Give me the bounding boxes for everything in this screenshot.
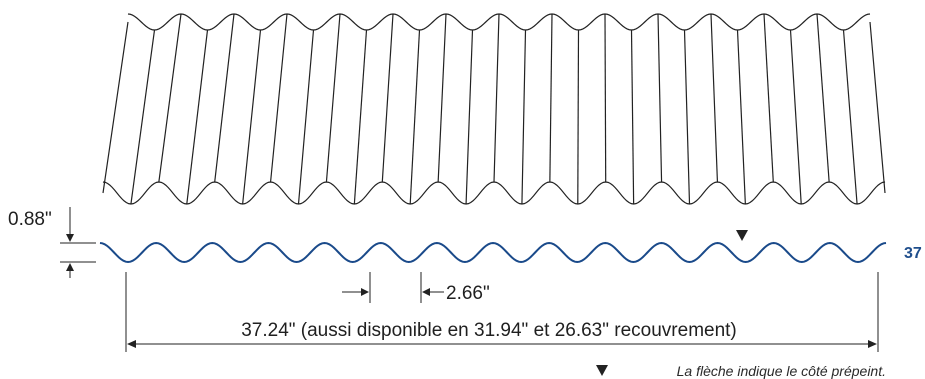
coverage-dimension <box>125 272 879 352</box>
sheet-ridge-line <box>325 13 341 183</box>
sheet-ridge-line <box>657 13 663 183</box>
sheet-ridge-line <box>630 29 635 205</box>
sheet-ridge-line <box>465 29 474 205</box>
sheet-ridge-line <box>158 13 182 183</box>
sheet-perspective <box>102 13 886 205</box>
sheet-ridge-line <box>842 29 858 205</box>
sheet-ridge-line <box>736 29 746 205</box>
profile-cross-section <box>99 241 887 264</box>
sheet-ridge-line <box>493 13 500 183</box>
sheet-ridge-line <box>242 29 262 205</box>
sheet-ridge-line <box>214 13 235 183</box>
sheet-ridge-line <box>683 29 691 205</box>
sheet-ridge-lines <box>130 13 858 205</box>
profile-number: 37 <box>904 245 922 262</box>
sheet-ridge-line <box>269 13 288 183</box>
height-dimension-label: 0.88" <box>8 209 52 230</box>
pitch-dimension <box>342 272 444 303</box>
height-dimension <box>60 207 96 278</box>
sheet-ridge-line <box>604 13 607 183</box>
sheet-ridge-line <box>437 13 447 183</box>
sheet-ridge-line <box>763 13 774 183</box>
sheet-left-edge <box>102 21 129 194</box>
sheet-ridge-line <box>186 29 209 205</box>
sheet-ridge-line <box>789 29 802 205</box>
sheet-ridge-line <box>710 13 719 183</box>
sheet-ridge-line <box>409 29 421 205</box>
sheet-ridge-line <box>130 29 156 205</box>
sheet-ridge-line <box>381 13 394 183</box>
sheet-ridge-line <box>816 13 830 183</box>
legend-triangle-icon <box>596 365 608 376</box>
triangle-down-icon <box>736 230 748 241</box>
sheet-ridge-line <box>577 29 580 205</box>
sheet-ridge-line <box>549 13 553 183</box>
sheet-right-edge <box>869 21 886 194</box>
sheet-ridge-line <box>521 29 527 205</box>
pitch-dimension-label: 2.66" <box>446 283 490 304</box>
sheet-ridge-line <box>353 29 368 205</box>
coverage-dimension-label: 37.24" (aussi disponible en 31.94" et 26… <box>241 320 737 341</box>
sheet-ridge-line <box>297 29 315 205</box>
legend-note: La flèche indique le côté prépeint. <box>677 363 886 379</box>
sheet-bottom-edge <box>102 181 886 205</box>
